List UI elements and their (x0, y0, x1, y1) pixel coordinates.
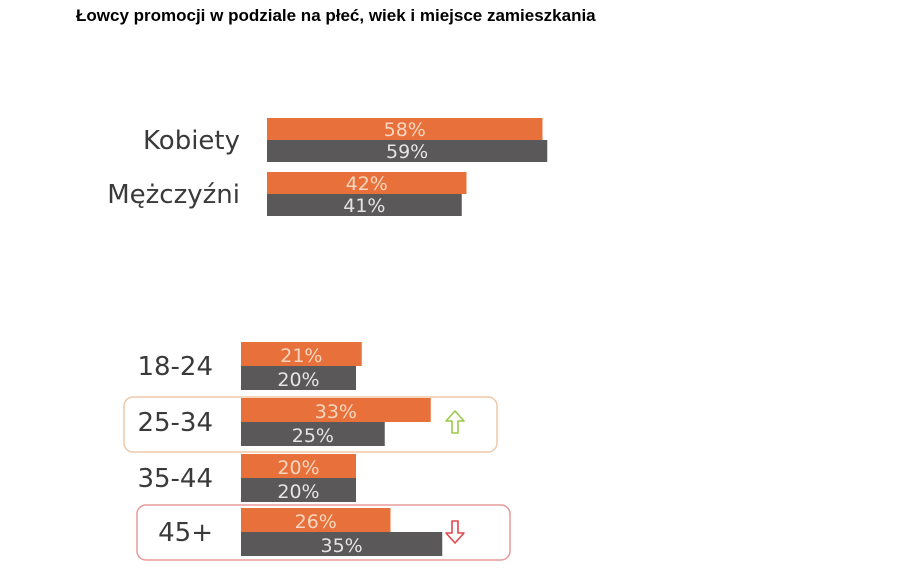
highlight-box-up (123, 396, 498, 453)
data-label: 33% (315, 401, 357, 423)
category-label: 18-24 (137, 352, 213, 382)
data-label: 21% (280, 345, 322, 367)
data-label: 26% (295, 511, 337, 533)
category-label: Kobiety (143, 126, 240, 156)
bar-b (267, 194, 462, 216)
bar-a (267, 172, 467, 194)
data-label: 20% (277, 457, 319, 479)
bar-a (241, 398, 431, 422)
arrow-up-icon (445, 410, 465, 434)
category-label: 45+ (158, 518, 213, 548)
bar-b (241, 366, 356, 390)
data-label: 20% (277, 481, 319, 503)
bar-b (267, 140, 548, 162)
data-label: 41% (343, 195, 385, 217)
data-label: 25% (292, 425, 334, 447)
data-label: 35% (321, 535, 363, 557)
chart-title: Łowcy promocji w podziale na płeć, wiek … (76, 6, 596, 25)
category-label: Mężczyźni (107, 180, 240, 210)
data-label: 42% (346, 173, 388, 195)
bar-b (241, 422, 385, 446)
data-label: 59% (386, 141, 428, 163)
data-label: 58% (384, 119, 426, 141)
arrow-down-icon (445, 520, 465, 544)
bar-a (241, 342, 362, 366)
bar-a (267, 118, 543, 140)
category-label: 25-34 (137, 408, 213, 438)
bar-a (241, 508, 391, 532)
category-label: 35-44 (137, 464, 213, 494)
data-label: 20% (277, 369, 319, 391)
bar-b (241, 478, 356, 502)
highlight-box-down (136, 504, 511, 561)
bar-a (241, 454, 356, 478)
bar-b (241, 532, 443, 556)
